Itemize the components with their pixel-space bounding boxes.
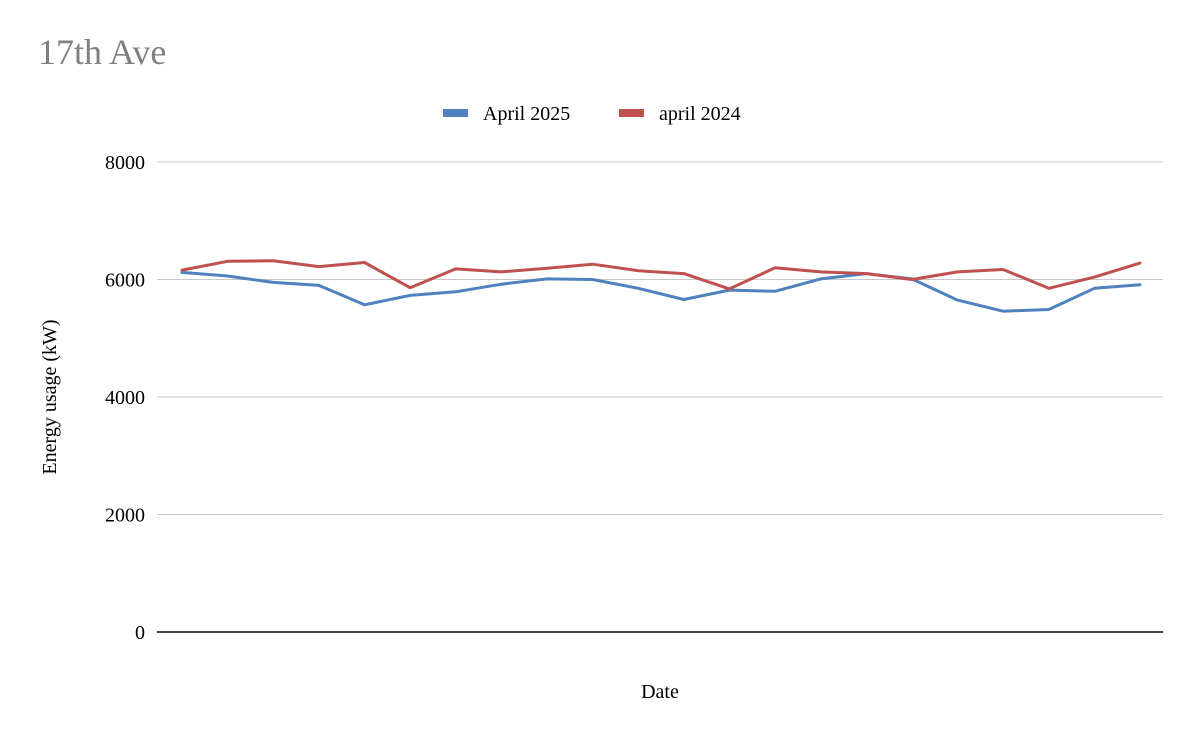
y-tick-label: 4000 [105,387,145,409]
chart-title: 17th Ave [38,32,167,72]
y-tick-label: 2000 [105,505,145,527]
gridlines [157,161,1163,515]
series-line-april-2025 [180,270,1142,313]
y-tick-label: 0 [135,622,145,644]
y-tick-label: 6000 [105,270,145,292]
legend-swatch-april-2025 [443,109,468,117]
y-axis-label: Energy usage (kW) [39,319,61,474]
x-axis-label: Date [641,681,679,703]
legend-label-april-2025: April 2025 [483,103,570,125]
legend-swatch-april-2024 [619,109,644,117]
series-line-april-2024 [180,259,1142,291]
legend-label-april-2024: april 2024 [659,103,741,125]
y-axis-ticks: 0 2000 4000 6000 8000 [105,152,145,644]
legend: April 2025 april 2024 [443,103,741,125]
y-tick-label: 8000 [105,152,145,174]
series-lines [180,259,1142,313]
